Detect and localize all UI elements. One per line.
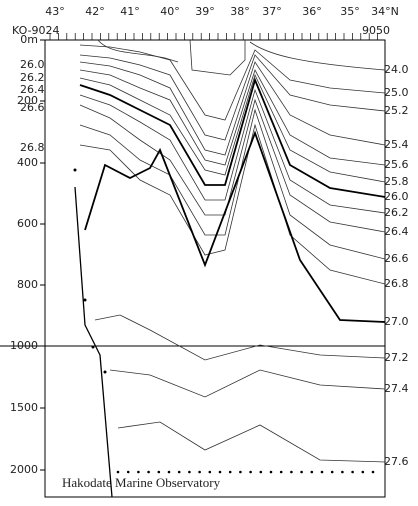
station-dot [83, 298, 87, 302]
station-dot [188, 470, 191, 474]
station-dot [341, 470, 344, 474]
station-dot [300, 470, 303, 474]
plot-frame [44, 39, 386, 498]
contour-line [79, 68, 386, 166]
depth-label: 0m [20, 33, 38, 46]
longitude-label: 38° [230, 5, 250, 18]
longitude-label: 40° [160, 5, 180, 18]
station-dot [269, 470, 273, 474]
contour-line [79, 44, 386, 121]
station-dot [198, 470, 201, 474]
contour-line [79, 73, 386, 183]
contour-label: 25.4 [384, 138, 409, 151]
depth-label: 2000 [10, 463, 38, 476]
contour-line [117, 421, 386, 463]
contour-line [79, 123, 386, 285]
station-dot [126, 470, 130, 474]
contour-line [249, 41, 386, 71]
station-dot [279, 470, 283, 474]
contour-label: 25.0 [384, 86, 409, 99]
bottom-topography [74, 186, 113, 498]
contour-line [79, 88, 386, 214]
depth-label: 200 [17, 94, 38, 107]
station-dot [137, 470, 140, 474]
contour-line [79, 108, 386, 260]
station-dot [208, 470, 212, 474]
credit: Hakodate Marine Observatory [62, 475, 221, 490]
longitude-label: 43° [45, 5, 65, 18]
contour-line [97, 39, 179, 63]
longitude-label: 39° [195, 5, 215, 18]
contour-line [84, 130, 386, 323]
contour-line [189, 39, 246, 76]
station-dot [361, 470, 365, 474]
contour-label: 26.8 [20, 141, 45, 154]
contour-label: 25.8 [384, 175, 409, 188]
depth-label: 600 [17, 217, 38, 230]
station-dot [330, 470, 334, 474]
station-dot [310, 470, 314, 474]
section-end: 9050 [362, 24, 390, 37]
station-dot [239, 470, 242, 474]
contour-label: 26.6 [384, 252, 409, 265]
contour-label: 27.0 [384, 315, 409, 328]
contour-line [94, 314, 386, 361]
station-dot [351, 470, 354, 474]
contour-label: 26.2 [20, 71, 45, 84]
station-dot [157, 470, 161, 474]
contour-label: 27.2 [384, 351, 409, 364]
contour-line [109, 369, 386, 398]
longitude-label: 41° [120, 5, 140, 18]
station-dot [167, 470, 171, 474]
contour-label: 25.2 [384, 104, 409, 117]
contour-line [79, 54, 386, 141]
contour-label: 27.4 [384, 382, 409, 395]
longitude-label: 36° [302, 5, 322, 18]
contour-label: 24.0 [384, 63, 409, 76]
station-dot [290, 470, 293, 474]
contour-label: 26.2 [384, 206, 409, 219]
station-dot [91, 345, 95, 349]
station-dot [218, 470, 222, 474]
station-dot [320, 470, 324, 474]
contour-label: 25.6 [384, 158, 409, 171]
depth-label: 1000 [10, 339, 38, 352]
station-dot [371, 470, 375, 474]
contour-line [79, 98, 386, 233]
station-dot [259, 470, 263, 474]
contour-label: 26.0 [20, 58, 45, 71]
depth-label: 400 [17, 156, 38, 169]
contours [73, 39, 386, 498]
station-dot [249, 470, 252, 474]
longitude-label: 34°N [371, 5, 399, 18]
contour-line [79, 77, 386, 198]
contour-label: 26.0 [384, 190, 409, 203]
depth-label: 1500 [10, 401, 38, 414]
longitude-label: 42° [85, 5, 105, 18]
station-dot [228, 470, 232, 474]
section-start: KO-9024 [12, 24, 60, 37]
station-dot [147, 470, 150, 474]
station-dot [116, 470, 120, 474]
station-dot [177, 470, 181, 474]
station-dot [103, 370, 107, 374]
longitude-label: 35° [340, 5, 360, 18]
contour-label: 26.6 [20, 101, 45, 114]
station-dot [73, 168, 77, 172]
contour-label: 26.8 [384, 277, 409, 290]
contour-label: 26.4 [384, 225, 409, 238]
contour-label: 27.6 [384, 455, 409, 468]
contour-label: 26.4 [20, 83, 45, 96]
contour-line [79, 61, 386, 156]
depth-label: 800 [17, 278, 38, 291]
longitude-label: 37° [262, 5, 282, 18]
